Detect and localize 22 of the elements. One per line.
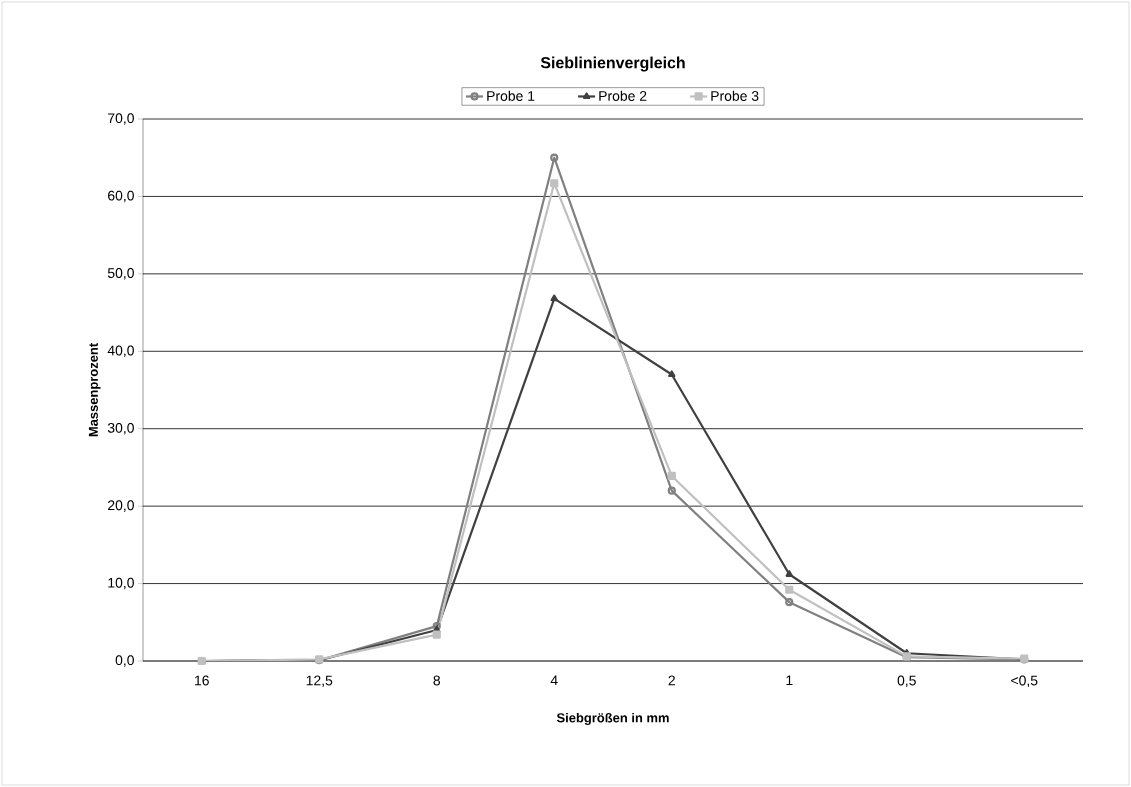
x-tick-label: 1 (786, 675, 793, 686)
y-axis-title: Massenprozent (88, 343, 101, 437)
chart-title: Sieblinienvergleich (540, 56, 685, 72)
x-tick-label: 2 (668, 675, 675, 686)
legend-label: Probe 2 (599, 90, 647, 101)
y-tick-label: 40,0 (107, 345, 134, 358)
legend-label: Probe 3 (711, 90, 759, 101)
y-tick-label: 10,0 (108, 577, 134, 590)
x-axis-title: Siebgrößen in mm (556, 712, 669, 726)
y-tick-label: 70,0 (108, 113, 134, 125)
x-tick-label: 8 (433, 675, 441, 686)
x-tick-label: 12,5 (306, 675, 333, 688)
y-tick-label: 60,0 (108, 190, 134, 203)
y-tick-label: 20,0 (108, 500, 134, 512)
x-tick-label: 0,5 (897, 675, 916, 688)
x-tick-label: 4 (550, 675, 558, 686)
x-tick-label: 16 (195, 675, 209, 686)
x-tick-label: <0,5 (1011, 675, 1038, 688)
y-tick-label: 0,0 (115, 655, 134, 667)
legend-label: Probe 1 (487, 90, 535, 101)
y-tick-label: 30,0 (107, 422, 134, 435)
y-tick-label: 50,0 (107, 268, 134, 280)
